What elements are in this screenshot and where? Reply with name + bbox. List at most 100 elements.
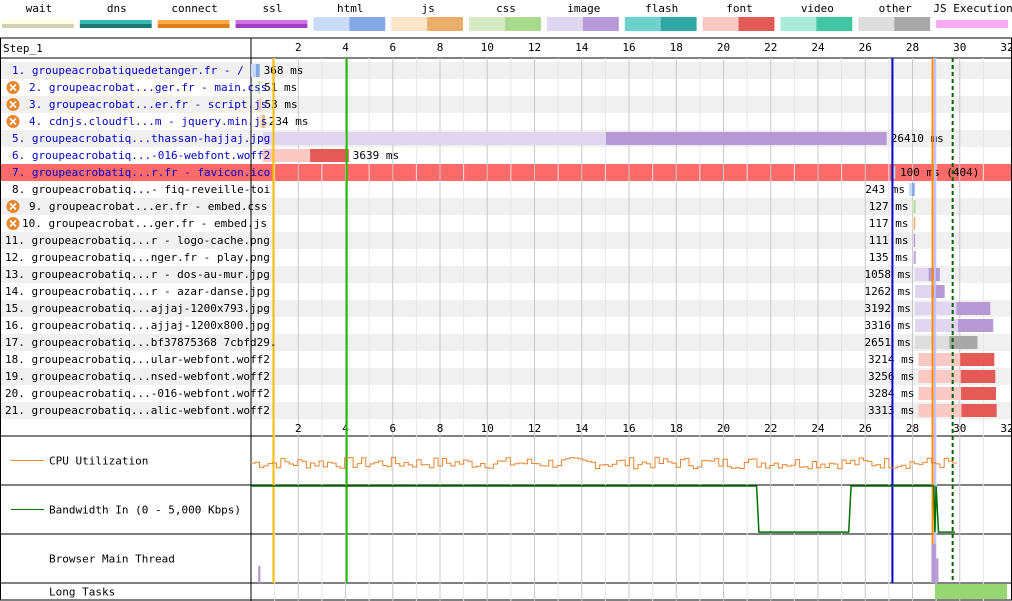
- request-bar-download: [960, 370, 996, 383]
- legend-swatch-8: [624, 17, 661, 31]
- tick-label-top: 22: [764, 41, 777, 54]
- request-bar-download: [262, 115, 265, 128]
- request-bar-ttfb: [893, 166, 895, 179]
- request-duration-label: 3313 ms: [868, 404, 914, 417]
- legend-swatch-dark-5: [427, 17, 464, 31]
- request-url-label: 11. groupeacrobatiq...r - logo-cache.png: [5, 234, 270, 247]
- legend-swatch-12: [936, 20, 1008, 28]
- row-stripe: [0, 334, 1012, 351]
- tick-label-top: 28: [906, 41, 919, 54]
- request-url-label: 9. groupeacrobat...er.fr - embed.css: [29, 200, 267, 213]
- request-bar-download: [960, 353, 995, 366]
- request-duration-label: 3316 ms: [865, 319, 911, 332]
- tick-label-top: 26: [859, 41, 872, 54]
- tick-label-bottom: 20: [717, 422, 730, 435]
- request-url-label: 21. groupeacrobatiq...alic-webfont.woff2: [5, 404, 270, 417]
- legend-label-1: dns: [107, 2, 127, 15]
- request-bar-ttfb: [914, 319, 958, 332]
- request-bar-download: [961, 404, 997, 417]
- request-bar-ttfb: [908, 183, 913, 196]
- request-bar-download: [310, 149, 349, 162]
- request-bar-ttfb: [912, 234, 914, 247]
- tick-label-top: 10: [481, 41, 494, 54]
- request-duration-label: 127 ms: [869, 200, 909, 213]
- warning-icon-glyph: [9, 219, 17, 228]
- tick-label-bottom: 14: [575, 422, 589, 435]
- legend-swatch-dark-3: [235, 24, 308, 28]
- request-duration-label: 100 ms (404): [900, 166, 979, 179]
- row-stripe: [0, 368, 1012, 385]
- timeline-axis: 2244668810101212141416161818202022222424…: [274, 41, 1012, 601]
- request-bar-ttfb: [918, 370, 961, 383]
- legend-label-5: js: [422, 2, 435, 15]
- request-bar-ttfb: [918, 387, 962, 400]
- request-duration-label: 3284 ms: [868, 387, 914, 400]
- row-stripe: [0, 266, 1012, 283]
- request-labels: 1. groupeacrobatiquedetanger.fr - / 2. gr…: [5, 64, 277, 417]
- legend-label-12: JS Execution: [933, 2, 1012, 15]
- legend-label-9: font: [726, 2, 753, 15]
- warning-icon-glyph: [9, 117, 17, 126]
- request-duration-label: 1262 ms: [865, 285, 911, 298]
- cpu-line: [251, 456, 957, 470]
- legend-swatch-dark-0: [2, 24, 74, 28]
- request-bar-ttfb: [914, 268, 929, 281]
- long-task-bar: [934, 584, 1007, 599]
- tick-label-bottom: 10: [481, 422, 494, 435]
- request-bar-ttfb: [912, 217, 915, 230]
- tick-label-bottom: 16: [622, 422, 635, 435]
- request-url-label: 1. groupeacrobatiquedetanger.fr - /: [12, 64, 244, 77]
- request-bar-ttfb: [912, 200, 915, 213]
- request-bar-ttfb: [918, 353, 961, 366]
- request-url-label: 19. groupeacrobatiq...nsed-webfont.woff2: [5, 370, 270, 383]
- request-bar-ttfb: [918, 404, 962, 417]
- request-duration-label: 368 ms: [264, 64, 304, 77]
- main-thread-activity: [936, 558, 939, 583]
- request-duration-label: 26410 ms: [891, 132, 944, 145]
- request-duration-label: 111 ms: [869, 234, 909, 247]
- performance-panels: CPU Utilization Bandwidth In (0 - 5,000 K…: [11, 455, 1007, 599]
- request-bar-download: [894, 166, 896, 179]
- request-url-label: 10. groupeacrobat...ger.fr - embed.js: [22, 217, 267, 230]
- request-bar-download: [949, 336, 978, 349]
- request-duration-label: 234 ms: [269, 115, 309, 128]
- legend-swatch-dark-11: [894, 17, 931, 31]
- row-stripe: [0, 402, 1012, 419]
- tick-label-top: 12: [528, 41, 541, 54]
- legend-swatch-dark-9: [738, 17, 775, 31]
- tick-label-top: 4: [342, 41, 349, 54]
- tick-label-top: 16: [622, 41, 635, 54]
- tick-label-bottom: 12: [528, 422, 541, 435]
- legend-swatch-dark-8: [660, 17, 697, 31]
- request-duration-label: 135 ms: [869, 251, 909, 264]
- warning-icon-glyph: [9, 100, 17, 109]
- request-url-label: 8. groupeacrobatiq...- fiq-reveille-toi: [12, 183, 270, 196]
- legend-swatch-dark-2: [157, 24, 230, 28]
- legend-label-7: image: [567, 2, 600, 15]
- legend-swatch-11: [858, 17, 895, 31]
- legend-label-4: html: [337, 2, 364, 15]
- legend-label-3: ssl: [263, 2, 283, 15]
- legend-swatch-9: [702, 17, 739, 31]
- tick-label-top: 20: [717, 41, 730, 54]
- request-bar-ttfb: [258, 81, 260, 94]
- legend-label-11: other: [879, 2, 912, 15]
- request-duration-label: 3192 ms: [865, 302, 911, 315]
- row-stripe: [0, 198, 1012, 215]
- legend: wait dns connect ssl html js css image flash font…: [2, 2, 1012, 31]
- request-duration-label: 2651 ms: [865, 336, 911, 349]
- request-bar-download: [259, 81, 261, 94]
- request-bar-ttfb: [251, 64, 256, 77]
- request-bar-download: [255, 64, 260, 77]
- request-bar-ttfb: [259, 115, 263, 128]
- event-markers: [272, 58, 954, 583]
- request-bar-ttfb: [262, 149, 311, 162]
- request-bar-download: [913, 234, 916, 247]
- panel-label-1: Bandwidth In (0 - 5,000 Kbps): [49, 504, 241, 517]
- legend-swatch-dark-1: [79, 24, 152, 28]
- main-thread-activity: [931, 543, 937, 583]
- request-bar-download: [957, 319, 994, 332]
- legend-swatch-dark-6: [505, 17, 541, 31]
- request-url-label: 14. groupeacrobatiq...r - azar-danse.jpg: [5, 285, 270, 298]
- request-bar-download: [605, 132, 887, 145]
